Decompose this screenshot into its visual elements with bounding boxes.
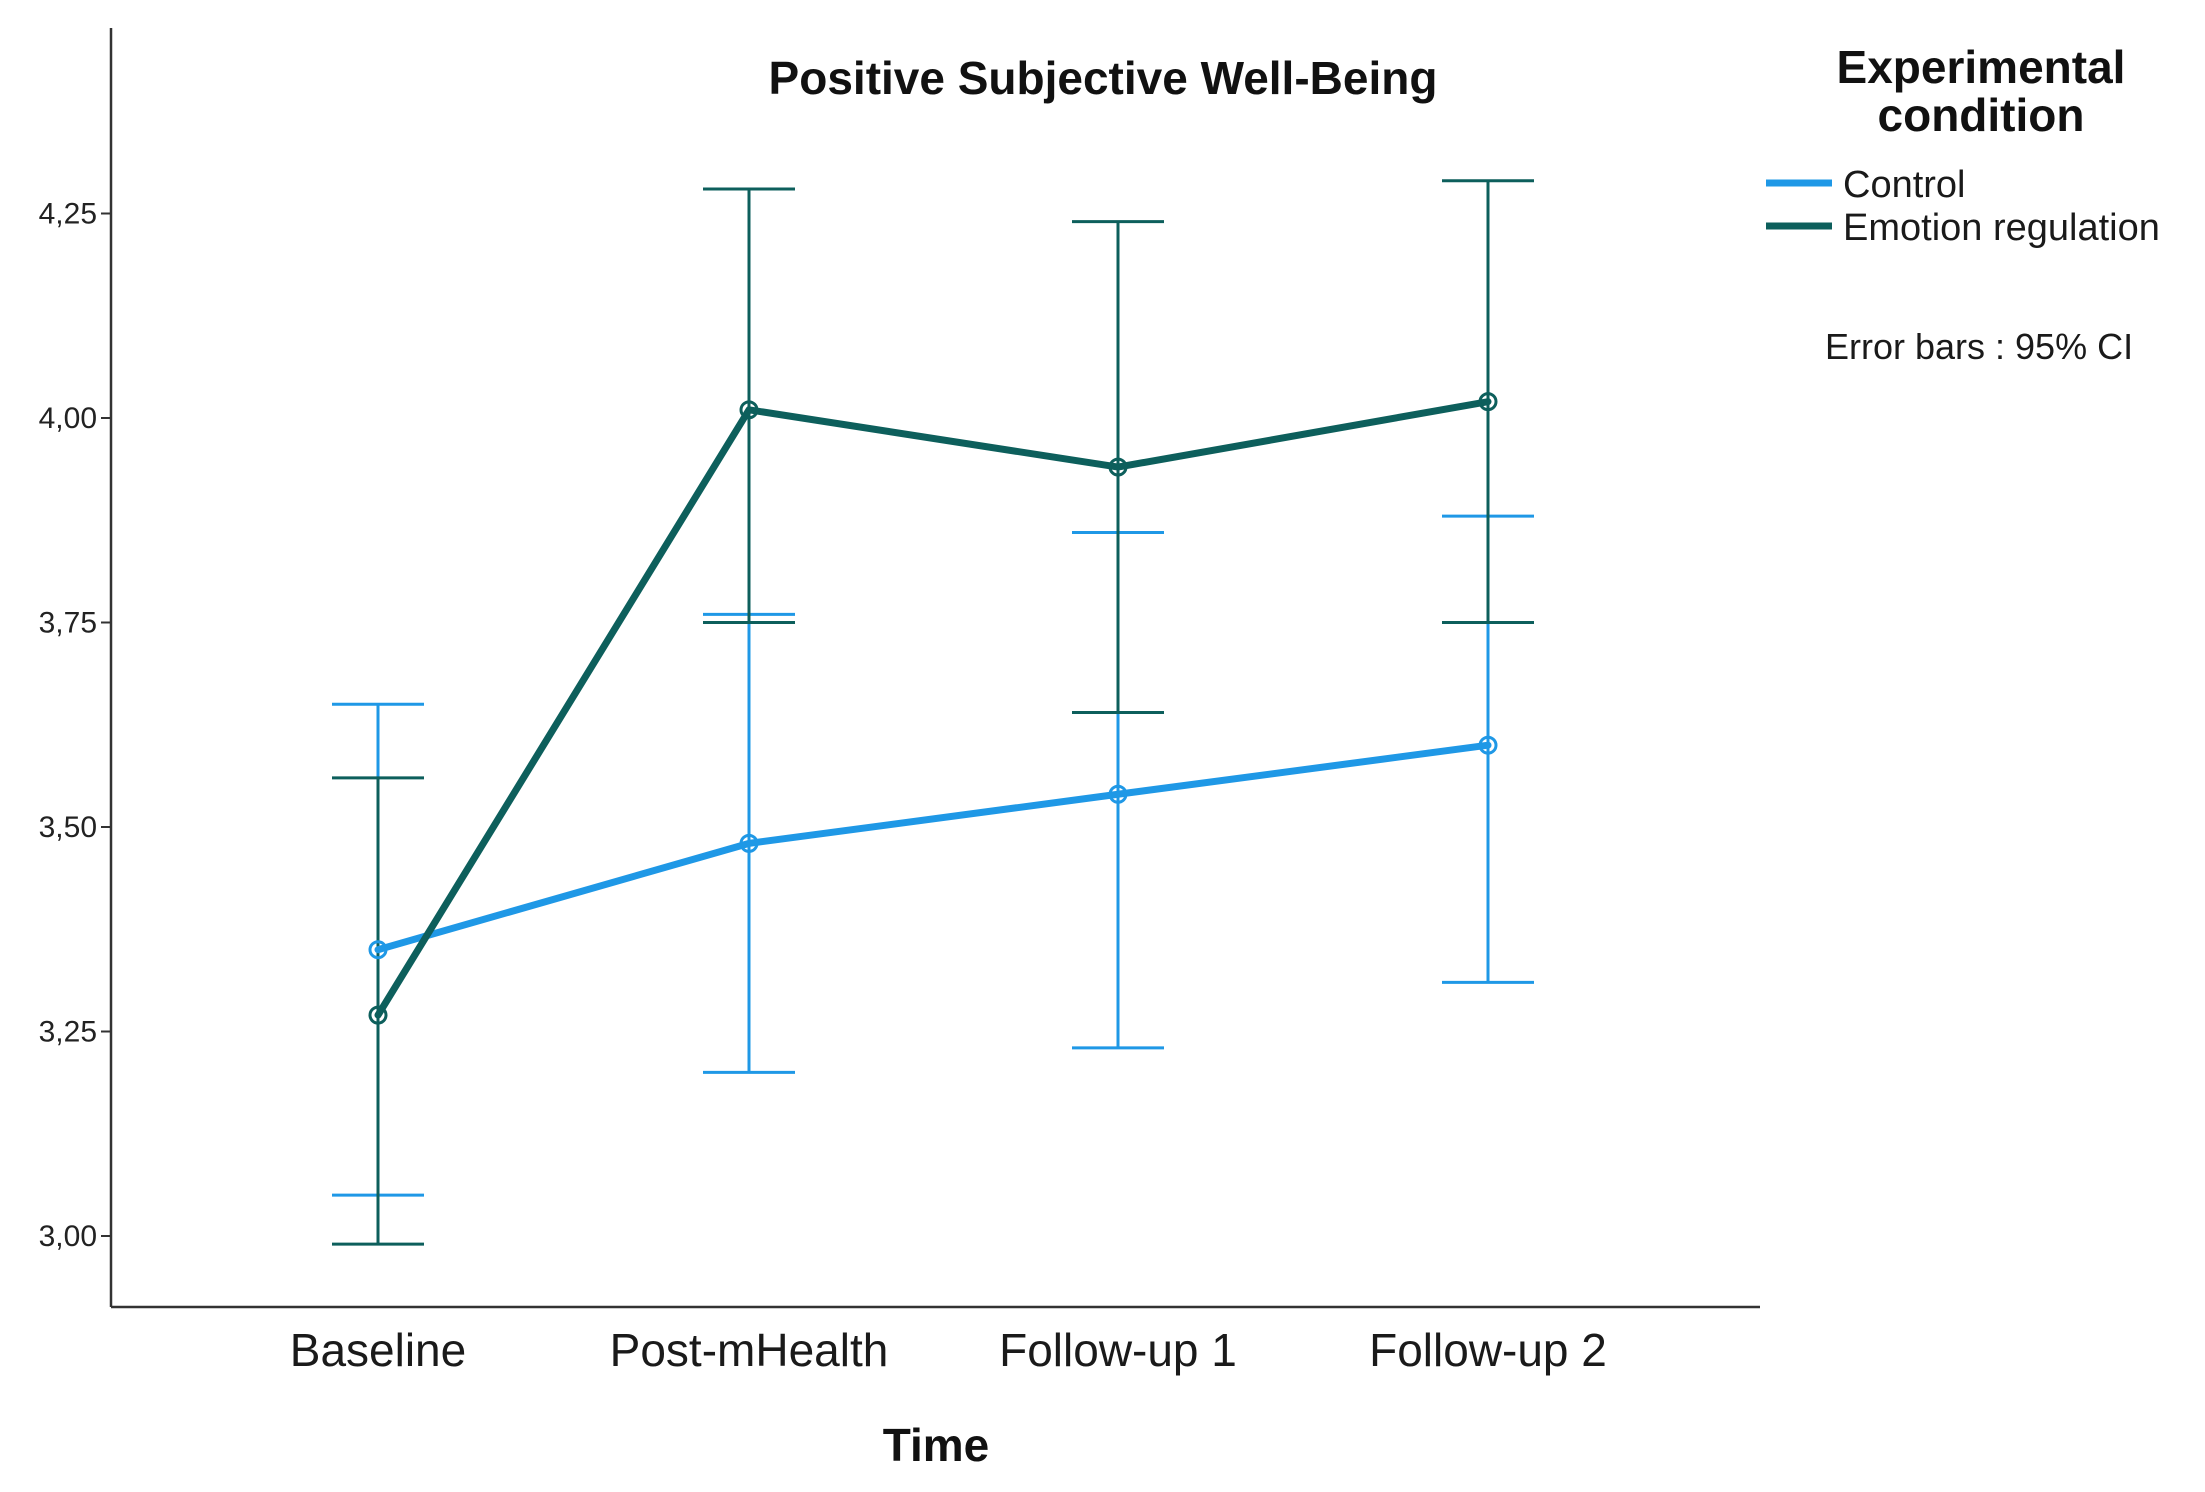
legend-label-emotion-regulation: Emotion regulation — [1843, 207, 2160, 249]
data-point-emotion-regulation — [1108, 457, 1128, 477]
error-bars-note: Error bars : 95% CI — [1825, 326, 2133, 367]
legend-title-line1: Experimental — [1837, 41, 2126, 93]
y-tick-label: 4,00 — [39, 402, 97, 435]
x-ticks: Baseline Post-mHealth Follow-up 1 Follow-up… — [290, 1324, 1607, 1376]
series-points — [368, 392, 1498, 1025]
x-tick-label: Follow-up 2 — [1369, 1324, 1607, 1376]
y-tick-label: 3,50 — [39, 811, 97, 844]
y-tick-label: 4,25 — [39, 198, 97, 231]
series-line-emotion-regulation — [374, 398, 1492, 1019]
x-axis-title: Time — [883, 1419, 990, 1471]
y-tick-label: 3,25 — [39, 1016, 97, 1049]
legend-title-line2: condition — [1878, 89, 2085, 141]
axes — [109, 28, 1760, 1309]
data-point-emotion-regulation — [368, 1005, 388, 1025]
chart-title: Positive Subjective Well-Being — [769, 52, 1438, 104]
x-tick-label: Baseline — [290, 1324, 466, 1376]
data-point-emotion-regulation — [739, 400, 759, 420]
data-point-control — [739, 833, 759, 853]
data-point-control — [1108, 784, 1128, 804]
x-tick-label: Post-mHealth — [610, 1324, 889, 1376]
data-point-emotion-regulation — [1478, 392, 1498, 412]
y-tick-label: 3,75 — [39, 607, 97, 640]
error-bar-emotion-regulation — [703, 187, 795, 624]
series-line-control — [374, 741, 1492, 954]
legend-label-control: Control — [1843, 164, 1966, 206]
series-lines — [374, 398, 1492, 1019]
data-point-control — [368, 940, 388, 960]
legend: Experimental condition Control Emotion r… — [1766, 41, 2160, 367]
y-ticks: 3,00 3,25 3,50 3,75 4,00 4,25 — [39, 198, 111, 1253]
x-tick-label: Follow-up 1 — [999, 1324, 1237, 1376]
y-tick-label: 3,00 — [39, 1220, 97, 1253]
error-bars — [332, 179, 1534, 1246]
data-point-control — [1478, 735, 1498, 755]
